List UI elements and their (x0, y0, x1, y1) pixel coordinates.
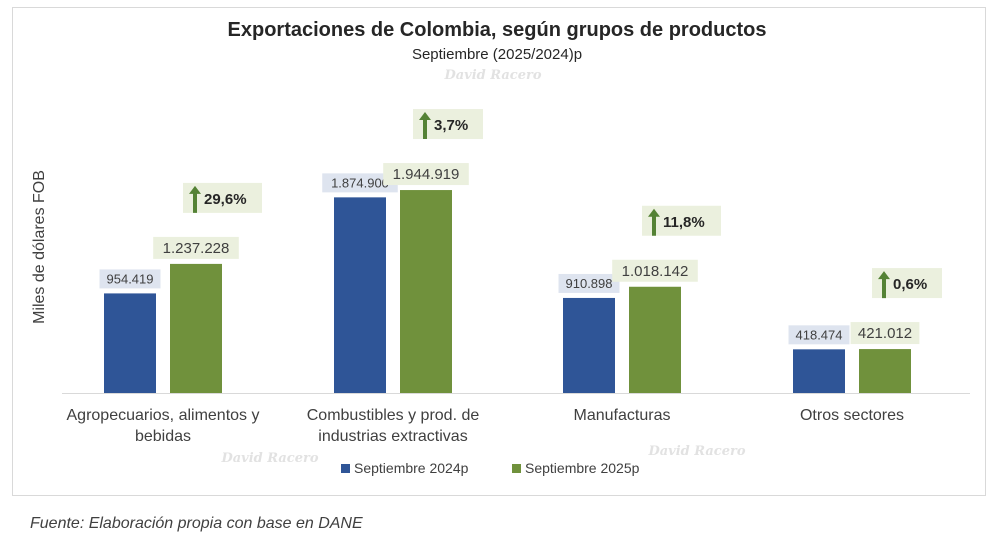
data-label: 1.018.142 (622, 263, 689, 280)
data-label: 418.474 (796, 327, 843, 342)
bar (859, 349, 911, 393)
bar (334, 197, 386, 393)
data-label-background (788, 325, 850, 345)
category-label: Otros sectores (800, 407, 904, 424)
legend-swatch (341, 464, 350, 473)
category-label: Agropecuarios, alimentos y (67, 407, 260, 424)
bar (104, 293, 156, 393)
data-label-background (99, 269, 161, 289)
legend-swatch (512, 464, 521, 473)
data-label-background (850, 322, 920, 345)
chart-subtitle: Septiembre (2025/2024)p (412, 46, 582, 63)
change-label: 11,8% (663, 214, 705, 231)
legend-label: Septiembre 2025p (525, 460, 640, 476)
change-label: 29,6% (204, 191, 247, 208)
chart-title: Exportaciones de Colombia, según grupos … (228, 19, 767, 41)
watermark: David Racero (647, 444, 745, 459)
data-label-background (322, 173, 398, 193)
change-label: 3,7% (434, 117, 468, 134)
up-arrow-icon (419, 112, 431, 140)
watermark: David Racero (220, 451, 318, 466)
y-axis-label: Miles de dólares FOB (31, 170, 48, 324)
up-arrow-icon (189, 185, 201, 213)
bar (793, 349, 845, 393)
up-arrow-icon (878, 271, 890, 299)
data-label-background (558, 273, 620, 293)
data-label: 1.944.919 (393, 166, 460, 183)
category-label: bebidas (135, 428, 191, 445)
category-label: Manufacturas (574, 407, 671, 424)
data-label: 954.419 (107, 271, 154, 286)
data-label: 421.012 (858, 325, 912, 342)
up-arrow-icon (648, 208, 660, 236)
data-label: 1.237.228 (163, 240, 230, 257)
data-label-background (383, 163, 469, 186)
bar (563, 297, 615, 393)
data-label: 1.874.900 (331, 175, 389, 190)
source-note: Fuente: Elaboración propia con base en D… (30, 515, 363, 532)
bar (629, 286, 681, 393)
legend-label: Septiembre 2024p (354, 460, 469, 476)
data-label-background (153, 236, 239, 259)
bar (400, 190, 452, 393)
bars-layer: 954.419 1.237.228 29,6% Agropecuarios, alim… (67, 109, 942, 445)
change-label: 0,6% (893, 276, 927, 293)
data-label-background (612, 259, 698, 282)
category-label: industrias extractivas (318, 428, 467, 445)
bar (170, 263, 222, 393)
watermark: David Racero (443, 68, 541, 83)
legend: Septiembre 2024p Septiembre 2025p (341, 460, 640, 476)
category-label: Combustibles y prod. de (307, 407, 480, 424)
data-label: 910.898 (566, 276, 613, 291)
